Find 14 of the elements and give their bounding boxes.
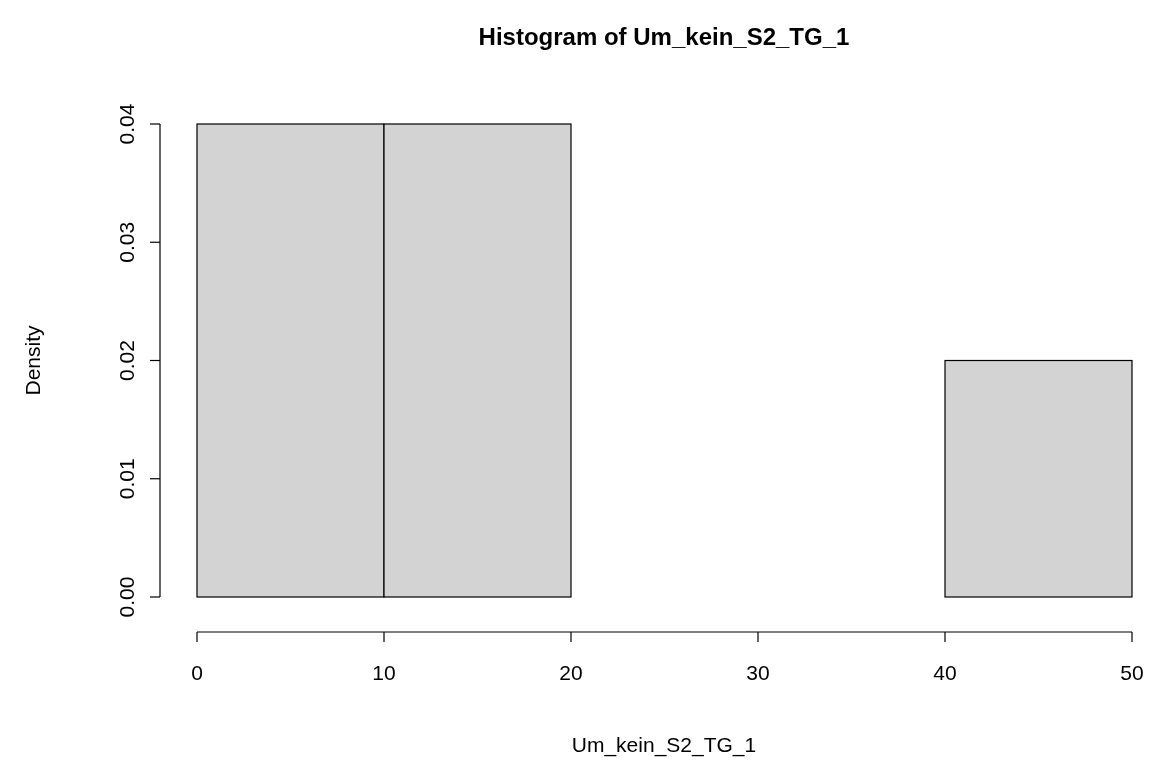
x-axis-title: Um_kein_S2_TG_1 — [571, 733, 757, 757]
x-tick-label: 30 — [746, 661, 770, 684]
x-tick-label: 10 — [372, 661, 396, 684]
chart-title: Histogram of Um_kein_S2_TG_1 — [478, 23, 850, 50]
y-tick-label: 0.02 — [115, 340, 138, 381]
x-tick-label: 0 — [191, 661, 203, 684]
y-tick-label: 0.00 — [115, 576, 138, 618]
x-tick-label: 50 — [1120, 661, 1144, 684]
y-tick-label: 0.03 — [115, 221, 138, 263]
x-tick-label: 20 — [559, 661, 583, 684]
y-tick-label: 0.01 — [115, 458, 138, 500]
y-axis-title: Density — [21, 324, 44, 396]
y-tick-label: 0.04 — [115, 103, 138, 145]
x-tick-label: 40 — [933, 661, 957, 684]
